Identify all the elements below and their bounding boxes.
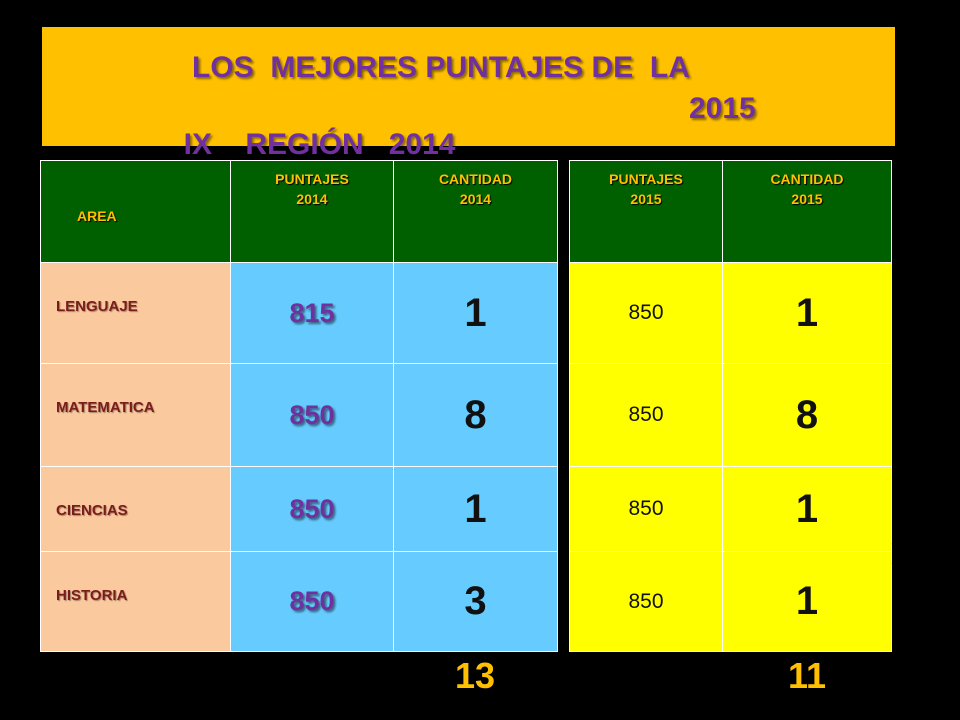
cantidad-2014-value: 1	[464, 486, 487, 531]
header-area: AREA	[40, 160, 231, 263]
title-line-2-text: IX REGIÓN 2014	[183, 128, 456, 161]
cantidad-2014-value: 8	[464, 392, 487, 437]
puntaje-2014-cell: 850	[230, 551, 394, 652]
puntaje-2015-value: 850	[628, 301, 664, 324]
table-row: 850 1	[569, 262, 892, 364]
cantidad-2015-cell: 1	[722, 262, 892, 364]
table-row: 850 1	[569, 551, 892, 652]
header-puntajes-2015: PUNTAJES 2015	[569, 160, 723, 263]
header-cantidad-2015-l2: 2015	[791, 191, 823, 207]
table-row: 850 1	[569, 466, 892, 552]
cantidad-2014-value: 3	[464, 579, 487, 623]
cantidad-2015-value: 1	[795, 486, 819, 531]
table-2015: PUNTAJES 2015 CANTIDAD 2015 850 1 850 8 85…	[569, 160, 892, 652]
header-puntajes-2014: PUNTAJES 2014	[230, 160, 394, 263]
puntaje-2014-value: 850	[289, 493, 335, 524]
title-line-2: IX REGIÓN 2014 2015	[167, 91, 756, 199]
puntaje-2014-cell: 815	[230, 262, 394, 364]
cantidad-2014-cell: 1	[393, 262, 558, 364]
cantidad-2014-cell: 3	[393, 551, 558, 652]
cantidad-2015-value: 1	[795, 579, 819, 623]
header-cantidad-2014-l1: CANTIDAD	[438, 171, 513, 187]
header-cantidad-2014: CANTIDAD 2014	[393, 160, 558, 263]
title-banner	[42, 27, 895, 146]
cantidad-2015-value: 1	[795, 290, 819, 335]
table-row: MATEMATICA 850 8	[40, 363, 558, 467]
puntaje-2014-value: 815	[289, 297, 335, 328]
area-cell: LENGUAJE	[40, 262, 231, 364]
decorative-dot	[887, 541, 892, 546]
header-puntajes-2014-l1: PUNTAJES	[275, 171, 349, 187]
header-puntajes-2015-l1: PUNTAJES	[609, 171, 683, 187]
total-2015: 11	[788, 655, 827, 696]
area-label: LENGUAJE	[56, 298, 138, 315]
area-cell: HISTORIA	[40, 551, 231, 652]
puntaje-2015-cell: 850	[569, 551, 723, 652]
area-cell: CIENCIAS	[40, 466, 231, 552]
header-cantidad-2014-l2: 2014	[459, 191, 492, 207]
puntaje-2014-cell: 850	[230, 363, 394, 467]
puntaje-2014-value: 850	[289, 399, 335, 430]
decorative-dot	[887, 561, 892, 566]
header-cantidad-2015: CANTIDAD 2015	[722, 160, 892, 263]
puntaje-2015-value: 850	[628, 589, 664, 613]
header-puntajes-2015-l2: 2015	[630, 191, 662, 207]
puntaje-2015-value: 850	[628, 403, 664, 426]
cantidad-2014-cell: 8	[393, 363, 558, 467]
puntaje-2015-cell: 850	[569, 363, 723, 467]
area-label: CIENCIAS	[56, 502, 128, 519]
title-year-2015: 2015	[689, 92, 756, 125]
title-line-1: LOS MEJORES PUNTAJES DE LA	[192, 51, 690, 84]
header-puntajes-2014-l2: 2014	[296, 191, 328, 207]
table-row: LENGUAJE 815 1	[40, 262, 558, 364]
area-label: MATEMATICA	[56, 399, 155, 416]
area-cell: MATEMATICA	[40, 363, 231, 467]
cantidad-2014-cell: 1	[393, 466, 558, 552]
total-2014: 13	[455, 655, 496, 696]
table-row: 850 8	[569, 363, 892, 467]
puntaje-2015-cell: 850	[569, 262, 723, 364]
cantidad-2014-value: 1	[464, 290, 487, 335]
cantidad-2015-cell: 8	[722, 363, 892, 467]
puntaje-2015-value: 850	[628, 497, 664, 520]
puntaje-2015-cell: 850	[569, 466, 723, 552]
area-label: HISTORIA	[56, 587, 128, 604]
puntaje-2014-value: 850	[289, 586, 335, 616]
header-area-label: AREA	[77, 207, 117, 224]
cantidad-2015-value: 8	[795, 392, 819, 437]
table-2014: AREA PUNTAJES 2014 CANTIDAD 2014 LENGUAJE …	[40, 160, 558, 652]
cantidad-2015-cell: 1	[722, 551, 892, 652]
header-cantidad-2015-l1: CANTIDAD	[770, 171, 844, 187]
table-row: CIENCIAS 850 1	[40, 466, 558, 552]
cantidad-2015-cell: 1	[722, 466, 892, 552]
puntaje-2014-cell: 850	[230, 466, 394, 552]
table-row: HISTORIA 850 3	[40, 551, 558, 652]
